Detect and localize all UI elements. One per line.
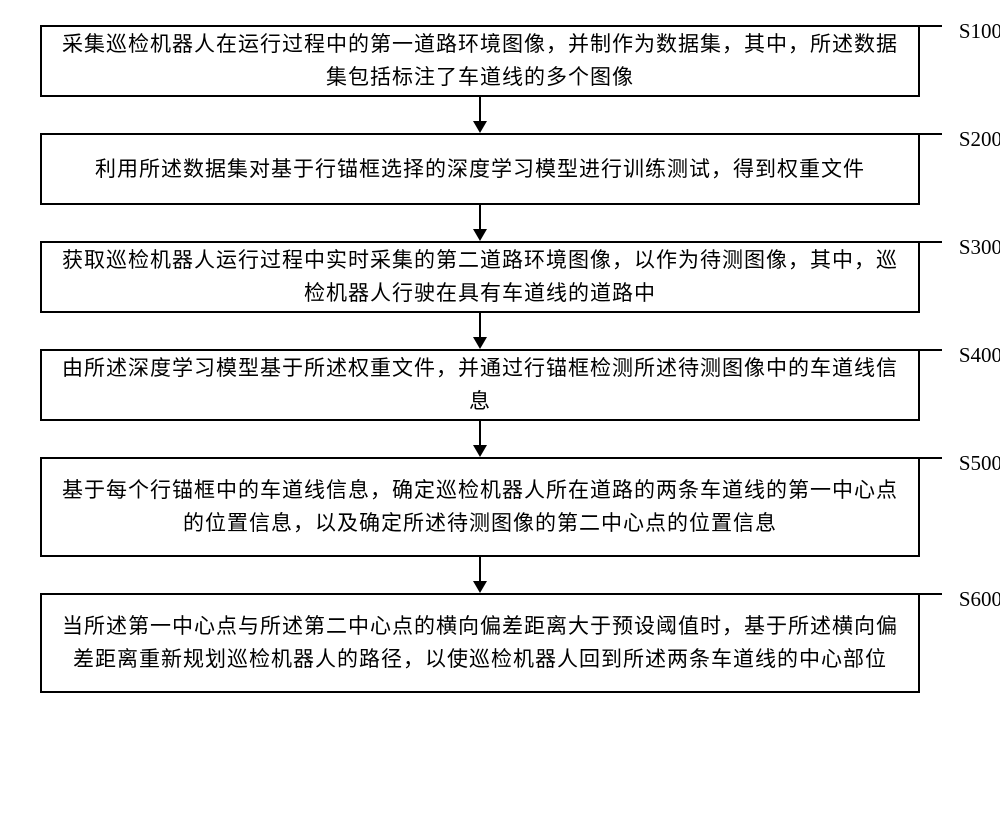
lead-line [920,349,942,351]
step-label: S600 [959,587,1000,612]
step-label: S400 [959,343,1000,368]
step-label: S300 [959,235,1000,260]
step-text: 获取巡检机器人运行过程中实时采集的第二道路环境图像，以作为待测图像，其中，巡检机… [60,244,900,309]
step-label: S200 [959,127,1000,152]
lead-line [920,593,942,595]
step-box: 由所述深度学习模型基于所述权重文件，并通过行锚框检测所述待测图像中的车道线信息 [40,349,920,421]
step-s300: 获取巡检机器人运行过程中实时采集的第二道路环境图像，以作为待测图像，其中，巡检机… [40,241,920,313]
step-s600: 当所述第一中心点与所述第二中心点的横向偏差距离大于预设阈值时，基于所述横向偏差距… [40,593,920,693]
step-s200: 利用所述数据集对基于行锚框选择的深度学习模型进行训练测试，得到权重文件 S200 [40,133,920,205]
step-s400: 由所述深度学习模型基于所述权重文件，并通过行锚框检测所述待测图像中的车道线信息 … [40,349,920,421]
step-box: 利用所述数据集对基于行锚框选择的深度学习模型进行训练测试，得到权重文件 [40,133,920,205]
step-text: 由所述深度学习模型基于所述权重文件，并通过行锚框检测所述待测图像中的车道线信息 [60,352,900,417]
arrow-connector [40,205,920,241]
step-box: 采集巡检机器人在运行过程中的第一道路环境图像，并制作为数据集，其中，所述数据集包… [40,25,920,97]
step-box: 当所述第一中心点与所述第二中心点的横向偏差距离大于预设阈值时，基于所述横向偏差距… [40,593,920,693]
step-text: 基于每个行锚框中的车道线信息，确定巡检机器人所在道路的两条车道线的第一中心点的位… [60,474,900,539]
arrow-connector [40,97,920,133]
step-s100: 采集巡检机器人在运行过程中的第一道路环境图像，并制作为数据集，其中，所述数据集包… [40,25,920,97]
flowchart-container: 采集巡检机器人在运行过程中的第一道路环境图像，并制作为数据集，其中，所述数据集包… [40,25,920,693]
lead-line [920,25,942,27]
step-text: 当所述第一中心点与所述第二中心点的横向偏差距离大于预设阈值时，基于所述横向偏差距… [60,610,900,675]
step-label: S100 [959,19,1000,44]
step-text: 利用所述数据集对基于行锚框选择的深度学习模型进行训练测试，得到权重文件 [95,153,865,186]
step-box: 基于每个行锚框中的车道线信息，确定巡检机器人所在道路的两条车道线的第一中心点的位… [40,457,920,557]
lead-line [920,457,942,459]
arrow-connector [40,421,920,457]
arrow-connector [40,313,920,349]
step-label: S500 [959,451,1000,476]
step-s500: 基于每个行锚框中的车道线信息，确定巡检机器人所在道路的两条车道线的第一中心点的位… [40,457,920,557]
lead-line [920,133,942,135]
step-text: 采集巡检机器人在运行过程中的第一道路环境图像，并制作为数据集，其中，所述数据集包… [60,28,900,93]
arrow-connector [40,557,920,593]
step-box: 获取巡检机器人运行过程中实时采集的第二道路环境图像，以作为待测图像，其中，巡检机… [40,241,920,313]
lead-line [920,241,942,243]
